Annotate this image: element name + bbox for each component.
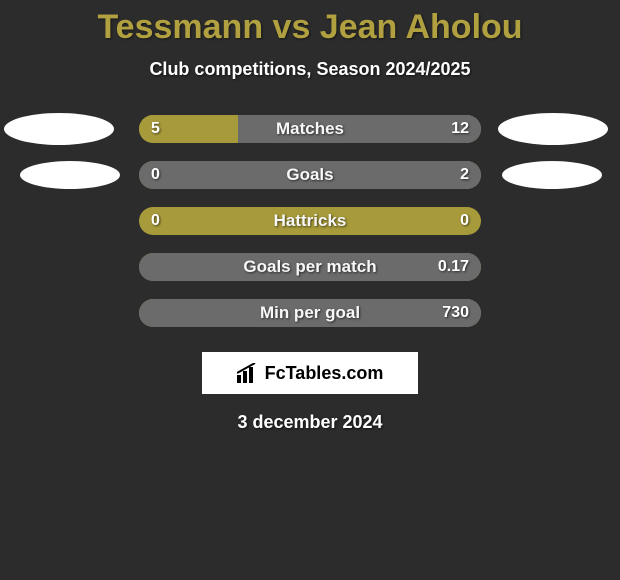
stat-right-value: 0.17 <box>438 258 469 276</box>
fctables-logo: FcTables.com <box>202 352 418 394</box>
stat-row-goals-per-match: Goals per match 0.17 <box>0 244 620 290</box>
player-right-avatar-placeholder <box>498 113 608 145</box>
date-text: 3 december 2024 <box>0 412 620 433</box>
bar-right-fill <box>139 161 481 189</box>
stat-row-matches: 5 Matches 12 <box>0 106 620 152</box>
page-title: Tessmann vs Jean Aholou <box>0 0 620 47</box>
stat-row-hattricks: 0 Hattricks 0 <box>0 198 620 244</box>
stat-bar: Min per goal 730 <box>139 299 481 327</box>
bar-right-fill <box>238 115 481 143</box>
stat-right-value: 12 <box>451 120 469 138</box>
stat-bar: 0 Goals 2 <box>139 161 481 189</box>
comparison-chart: 5 Matches 12 0 Goals 2 0 Hattricks 0 <box>0 106 620 336</box>
bar-right-fill <box>139 299 481 327</box>
player-left-avatar-placeholder <box>20 161 120 189</box>
page-subtitle: Club competitions, Season 2024/2025 <box>0 59 620 80</box>
player-right-avatar-placeholder <box>502 161 602 189</box>
bar-right-fill <box>139 253 481 281</box>
stat-right-value: 730 <box>442 304 469 322</box>
logo-text: FcTables.com <box>265 363 384 384</box>
stat-left-value: 0 <box>151 166 160 184</box>
stat-row-goals: 0 Goals 2 <box>0 152 620 198</box>
stat-left-value: 0 <box>151 212 160 230</box>
stat-right-value: 2 <box>460 166 469 184</box>
player-left-avatar-placeholder <box>4 113 114 145</box>
bar-chart-icon <box>237 363 259 383</box>
stat-left-value: 5 <box>151 120 160 138</box>
stat-bar: Goals per match 0.17 <box>139 253 481 281</box>
stat-right-value: 0 <box>460 212 469 230</box>
bar-background <box>139 207 481 235</box>
stat-bar: 5 Matches 12 <box>139 115 481 143</box>
stat-bar: 0 Hattricks 0 <box>139 207 481 235</box>
stat-row-min-per-goal: Min per goal 730 <box>0 290 620 336</box>
